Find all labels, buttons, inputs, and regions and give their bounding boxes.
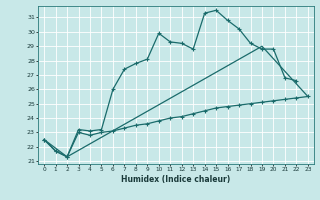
X-axis label: Humidex (Indice chaleur): Humidex (Indice chaleur) bbox=[121, 175, 231, 184]
